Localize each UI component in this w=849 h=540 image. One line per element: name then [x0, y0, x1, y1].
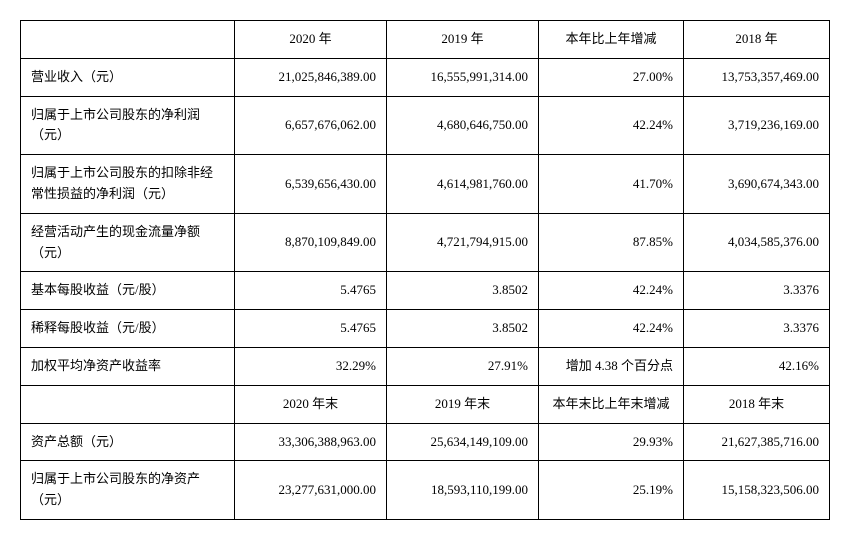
table-row: 经营活动产生的现金流量净额（元） 8,870,109,849.00 4,721,… — [21, 213, 830, 272]
cell: 42.24% — [539, 96, 684, 155]
row-label: 营业收入（元） — [21, 58, 235, 96]
financial-table: 2020 年 2019 年 本年比上年增减 2018 年 营业收入（元） 21,… — [20, 20, 830, 520]
header-2018-end: 2018 年末 — [684, 385, 830, 423]
header-blank — [21, 385, 235, 423]
table-row: 加权平均净资产收益率 32.29% 27.91% 增加 4.38 个百分点 42… — [21, 347, 830, 385]
cell: 27.00% — [539, 58, 684, 96]
header-2019: 2019 年 — [387, 21, 539, 59]
table-row: 资产总额（元） 33,306,388,963.00 25,634,149,109… — [21, 423, 830, 461]
cell: 4,680,646,750.00 — [387, 96, 539, 155]
cell: 3.8502 — [387, 272, 539, 310]
header-row-1: 2020 年 2019 年 本年比上年增减 2018 年 — [21, 21, 830, 59]
cell: 13,753,357,469.00 — [684, 58, 830, 96]
cell: 33,306,388,963.00 — [235, 423, 387, 461]
cell: 25,634,149,109.00 — [387, 423, 539, 461]
table-row: 营业收入（元） 21,025,846,389.00 16,555,991,314… — [21, 58, 830, 96]
row-label: 基本每股收益（元/股） — [21, 272, 235, 310]
cell: 42.24% — [539, 310, 684, 348]
cell: 25.19% — [539, 461, 684, 520]
cell: 15,158,323,506.00 — [684, 461, 830, 520]
row-label: 资产总额（元） — [21, 423, 235, 461]
cell: 3,719,236,169.00 — [684, 96, 830, 155]
cell: 16,555,991,314.00 — [387, 58, 539, 96]
table-row: 归属于上市公司股东的净利润（元） 6,657,676,062.00 4,680,… — [21, 96, 830, 155]
row-label: 加权平均净资产收益率 — [21, 347, 235, 385]
header-change-end: 本年末比上年末增减 — [539, 385, 684, 423]
header-change: 本年比上年增减 — [539, 21, 684, 59]
cell: 8,870,109,849.00 — [235, 213, 387, 272]
cell: 42.16% — [684, 347, 830, 385]
table-row: 归属于上市公司股东的扣除非经常性损益的净利润（元） 6,539,656,430.… — [21, 155, 830, 214]
header-2020-end: 2020 年末 — [235, 385, 387, 423]
row-label: 归属于上市公司股东的净资产（元） — [21, 461, 235, 520]
cell: 3.8502 — [387, 310, 539, 348]
cell: 32.29% — [235, 347, 387, 385]
cell: 6,657,676,062.00 — [235, 96, 387, 155]
header-row-2: 2020 年末 2019 年末 本年末比上年末增减 2018 年末 — [21, 385, 830, 423]
cell: 5.4765 — [235, 310, 387, 348]
cell: 4,614,981,760.00 — [387, 155, 539, 214]
cell: 42.24% — [539, 272, 684, 310]
cell: 增加 4.38 个百分点 — [539, 347, 684, 385]
cell: 3.3376 — [684, 272, 830, 310]
row-label: 经营活动产生的现金流量净额（元） — [21, 213, 235, 272]
cell: 41.70% — [539, 155, 684, 214]
cell: 27.91% — [387, 347, 539, 385]
row-label: 稀释每股收益（元/股） — [21, 310, 235, 348]
header-2020: 2020 年 — [235, 21, 387, 59]
header-2019-end: 2019 年末 — [387, 385, 539, 423]
cell: 5.4765 — [235, 272, 387, 310]
row-label: 归属于上市公司股东的扣除非经常性损益的净利润（元） — [21, 155, 235, 214]
cell: 4,721,794,915.00 — [387, 213, 539, 272]
table-row: 归属于上市公司股东的净资产（元） 23,277,631,000.00 18,59… — [21, 461, 830, 520]
cell: 29.93% — [539, 423, 684, 461]
table-row: 基本每股收益（元/股） 5.4765 3.8502 42.24% 3.3376 — [21, 272, 830, 310]
cell: 23,277,631,000.00 — [235, 461, 387, 520]
cell: 4,034,585,376.00 — [684, 213, 830, 272]
cell: 6,539,656,430.00 — [235, 155, 387, 214]
cell: 3,690,674,343.00 — [684, 155, 830, 214]
table-row: 稀释每股收益（元/股） 5.4765 3.8502 42.24% 3.3376 — [21, 310, 830, 348]
row-label: 归属于上市公司股东的净利润（元） — [21, 96, 235, 155]
cell: 21,627,385,716.00 — [684, 423, 830, 461]
header-blank — [21, 21, 235, 59]
cell: 18,593,110,199.00 — [387, 461, 539, 520]
cell: 87.85% — [539, 213, 684, 272]
header-2018: 2018 年 — [684, 21, 830, 59]
cell: 21,025,846,389.00 — [235, 58, 387, 96]
cell: 3.3376 — [684, 310, 830, 348]
